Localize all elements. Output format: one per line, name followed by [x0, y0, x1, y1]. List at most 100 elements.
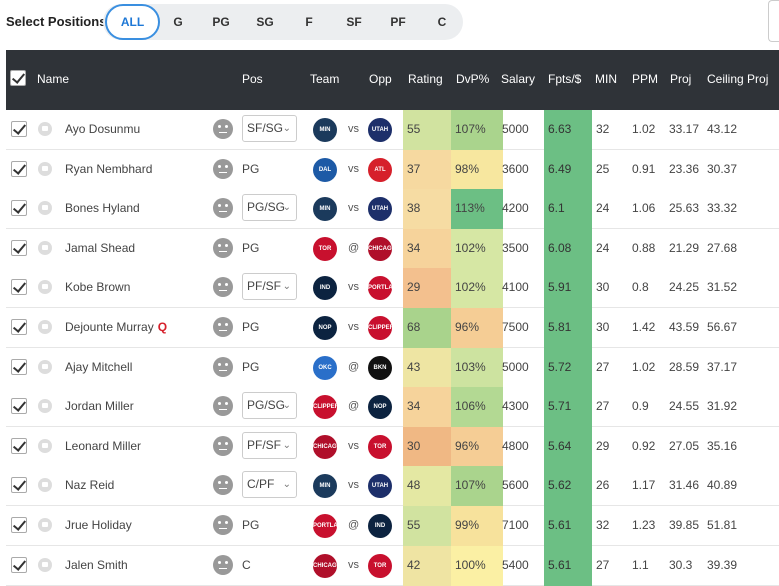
row-checkbox[interactable] — [11, 556, 27, 573]
header-rating[interactable]: Rating — [408, 72, 443, 86]
player-name[interactable]: Bones Hyland — [65, 189, 140, 228]
player-name[interactable]: Jrue Holiday — [65, 506, 132, 545]
select-all-checkbox[interactable] — [10, 70, 26, 86]
position-select[interactable]: PF/SF ⌄ — [242, 273, 297, 301]
table-row[interactable]: Bones Hyland PG/SG ⌄ MIN vs UTAH 38 113% 4200 6.1… — [6, 189, 779, 230]
position-select[interactable]: PF/SF ⌄ — [242, 431, 297, 459]
header-team[interactable]: Team — [310, 72, 340, 86]
position-pf-button[interactable]: PF — [390, 15, 406, 29]
ceiling-cell: 31.52 — [707, 280, 738, 295]
table-row[interactable]: Ryan Nembhard PG DAL vs ATL 37 98% 3600 6.49 25 0.… — [6, 149, 779, 190]
opponent-logo-icon: PORTLAND — [368, 276, 392, 301]
position-select[interactable]: PG/SG ⌄ — [242, 392, 297, 420]
lock-icon[interactable] — [38, 320, 52, 334]
row-checkbox[interactable] — [11, 517, 27, 533]
position-select[interactable]: C/PF ⌄ — [242, 471, 297, 499]
player-name[interactable]: Ryan Nembhard — [65, 150, 152, 189]
player-name[interactable]: Jordan Miller — [65, 387, 134, 426]
position-select[interactable]: SF/SG ⌄ — [242, 115, 297, 142]
table-row[interactable]: Jordan Miller PG/SG⌄ CLIPPERS @ NOP 34106%430… — [6, 387, 779, 428]
lock-icon[interactable] — [38, 518, 52, 532]
table-row[interactable]: Naz Reid C/PF ⌄ MIN vs UTAH 48 107% 5600 5.62 26 1.… — [6, 466, 779, 507]
header-fpts[interactable]: Fpts/$ — [548, 72, 582, 86]
lock-icon[interactable] — [38, 240, 52, 255]
row-checkbox[interactable] — [11, 398, 27, 415]
table-row[interactable]: Ayo Dosunmu SF/SG ⌄ MIN vs UTAH 55 107% 5000 6.63… — [6, 110, 779, 150]
position-text: PG — [242, 518, 260, 532]
fpts-cell: 6.63 — [544, 110, 592, 150]
player-name[interactable]: Leonard Miller — [65, 427, 141, 466]
row-checkbox[interactable] — [11, 437, 27, 454]
lock-icon[interactable] — [38, 478, 52, 493]
lock-icon[interactable] — [38, 122, 52, 136]
header-pos[interactable]: Pos — [242, 72, 263, 86]
row-checkbox[interactable] — [11, 160, 27, 177]
player-name[interactable]: Ayo Dosunmu — [65, 110, 140, 149]
lock-icon[interactable] — [38, 161, 52, 176]
player-name-text[interactable]: Naz Reid — [65, 478, 115, 493]
position-g-button[interactable]: G — [173, 15, 183, 29]
table-row[interactable]: Ajay Mitchell PG OKC @ BKN 43 103% 5000 5.72 27 1.… — [6, 347, 779, 388]
ppm-cell: 1.42 — [632, 320, 656, 334]
position-c-button[interactable]: C — [437, 15, 447, 29]
player-name-text[interactable]: Jalen Smith — [65, 557, 128, 572]
player-name-text[interactable]: Jrue Holiday — [65, 518, 132, 532]
row-checkbox[interactable] — [11, 121, 27, 137]
header-name[interactable]: Name — [37, 72, 70, 86]
lock-icon[interactable] — [38, 438, 52, 453]
header-ppm[interactable]: PPM — [632, 72, 659, 86]
position-f-button[interactable]: F — [305, 15, 313, 29]
player-name-text[interactable]: Ayo Dosunmu — [65, 122, 141, 136]
row-checkbox[interactable] — [11, 319, 27, 335]
team-logo-icon: CLIPPERS — [313, 395, 337, 420]
row-checkbox[interactable] — [11, 477, 27, 494]
player-name[interactable]: Dejounte Murray Q — [65, 308, 167, 347]
player-name[interactable]: Ajay Mitchell — [65, 348, 132, 387]
row-checkbox[interactable] — [11, 279, 27, 296]
row-checkbox[interactable] — [11, 239, 27, 256]
player-name-text[interactable]: Ajay Mitchell — [65, 359, 133, 374]
player-name-text[interactable]: Kobe Brown — [65, 280, 131, 295]
position-pg-button[interactable]: PG — [212, 15, 230, 29]
matchup-indicator: @ — [348, 519, 360, 531]
player-name-text[interactable]: Leonard Miller — [65, 438, 142, 453]
header-min[interactable]: MIN — [595, 72, 617, 86]
position-sf-button[interactable]: SF — [346, 15, 362, 29]
player-name[interactable]: Kobe Brown — [65, 268, 130, 307]
player-name-text[interactable]: Dejounte Murray — [65, 320, 154, 334]
table-row[interactable]: Leonard Miller PF/SF⌄ CHICAGO vs TOR 3096%480… — [6, 426, 779, 467]
lock-icon[interactable] — [38, 399, 52, 414]
dvp-cell: 102% — [451, 228, 503, 269]
position-select[interactable]: PG/SG ⌄ — [242, 194, 297, 222]
header-dvp[interactable]: DvP% — [456, 72, 490, 86]
position-sg-button[interactable]: SG — [256, 15, 274, 29]
player-name-text[interactable]: Bones Hyland — [65, 201, 140, 216]
player-name-text[interactable]: Ryan Nembhard — [65, 161, 153, 176]
min-cell: 30 — [596, 320, 610, 334]
ceiling-cell: 39.39 — [707, 557, 738, 572]
lock-icon[interactable] — [38, 280, 52, 295]
row-checkbox[interactable] — [11, 200, 27, 217]
header-salary[interactable]: Salary — [501, 72, 536, 86]
side-panel-edge[interactable] — [768, 0, 779, 42]
player-name[interactable]: Naz Reid — [65, 466, 114, 505]
header-opp[interactable]: Opp — [369, 72, 392, 86]
row-checkbox[interactable] — [11, 358, 27, 375]
header-ceiling[interactable]: Ceiling Proj — [707, 72, 769, 86]
player-name[interactable]: Jalen Smith — [65, 546, 128, 585]
player-name-text[interactable]: Jamal Shead — [65, 240, 136, 255]
player-name-text[interactable]: Jordan Miller — [65, 399, 134, 414]
lock-icon[interactable] — [38, 201, 52, 216]
lock-icon[interactable] — [38, 359, 52, 374]
header-proj[interactable]: Proj — [670, 72, 692, 86]
position-all-button[interactable]: ALL — [105, 4, 160, 40]
dvp-cell: 99% — [451, 506, 503, 546]
position-select-value: PG/SG — [247, 398, 286, 413]
player-name[interactable]: Jamal Shead — [65, 229, 135, 268]
lock-icon[interactable] — [38, 557, 52, 572]
